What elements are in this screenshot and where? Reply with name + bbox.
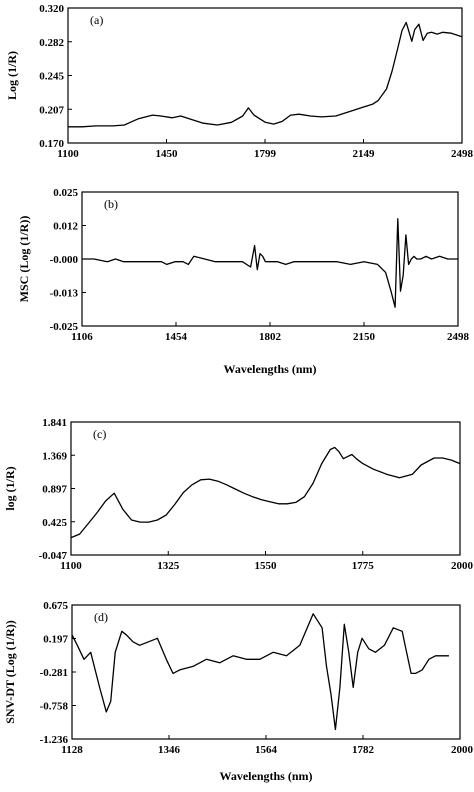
x-tick-label: 1100 [57, 148, 79, 160]
y-tick-label: 0.170 [39, 138, 64, 150]
series-line [71, 613, 449, 731]
y-tick-label: 1.369 [42, 450, 67, 462]
y-tick-label: 0.197 [43, 634, 68, 646]
x-tick-label: 2000 [451, 744, 474, 756]
x-tick-label: 2498 [447, 331, 470, 343]
panel-label: (b) [104, 197, 118, 211]
panel-label: (d) [94, 610, 108, 624]
y-tick-label: 0.245 [39, 71, 64, 83]
plot-frame [71, 604, 461, 740]
series-line [82, 218, 458, 308]
x-tick-label: 1564 [255, 744, 278, 756]
y-axis-label: SNV-DT (Log (1/R)) [3, 620, 17, 724]
y-tick-label: -0.281 [40, 667, 68, 679]
y-tick-label: 0.320 [39, 3, 64, 15]
y-tick-label: 0.897 [42, 484, 67, 496]
y-tick-label: 0.675 [43, 600, 68, 612]
x-tick-label: 1550 [255, 560, 278, 572]
y-tick-label: -0.000 [50, 254, 79, 266]
x-tick-label: 1106 [71, 331, 93, 343]
panel-label: (a) [90, 13, 103, 27]
plot-frame [81, 191, 459, 327]
x-tick-label: 1450 [156, 148, 179, 160]
x-axis-label: Wavelengths (nm) [224, 362, 317, 376]
y-tick-label: -0.013 [50, 288, 79, 300]
y-axis-label: Log (1/R) [5, 51, 19, 100]
panel-label: (c) [93, 427, 106, 441]
y-tick-label: -0.025 [50, 321, 79, 333]
x-tick-label: 1775 [352, 560, 375, 572]
series-line [68, 21, 463, 128]
x-tick-label: 2149 [353, 148, 376, 160]
y-tick-label: 1.841 [42, 417, 67, 429]
x-axis-label: Wavelengths (nm) [220, 769, 313, 783]
x-tick-label: 1325 [157, 560, 180, 572]
series-line [70, 446, 461, 539]
y-tick-label: 0.012 [53, 221, 78, 233]
x-tick-label: 1802 [259, 331, 282, 343]
x-tick-label: 1782 [352, 744, 375, 756]
y-axis-label: log (1/R) [3, 466, 17, 510]
x-tick-label: 1346 [158, 744, 181, 756]
y-tick-label: 0.425 [42, 517, 67, 529]
x-tick-label: 2000 [451, 560, 474, 572]
x-tick-label: 2498 [451, 148, 474, 160]
y-tick-label: 0.025 [53, 187, 78, 199]
x-tick-label: 1128 [61, 744, 83, 756]
x-tick-label: 1100 [60, 560, 82, 572]
y-tick-label: 0.207 [39, 104, 64, 116]
y-tick-label: -0.758 [40, 701, 69, 713]
x-tick-label: 2150 [353, 331, 376, 343]
y-tick-label: -0.047 [39, 550, 68, 562]
y-tick-label: 0.282 [39, 37, 64, 49]
y-tick-label: -1.236 [40, 734, 69, 746]
plot-frame [70, 421, 461, 556]
y-axis-label: MSC (Log (1/R)) [17, 216, 31, 303]
x-tick-label: 1454 [165, 331, 188, 343]
x-tick-label: 1799 [254, 148, 277, 160]
